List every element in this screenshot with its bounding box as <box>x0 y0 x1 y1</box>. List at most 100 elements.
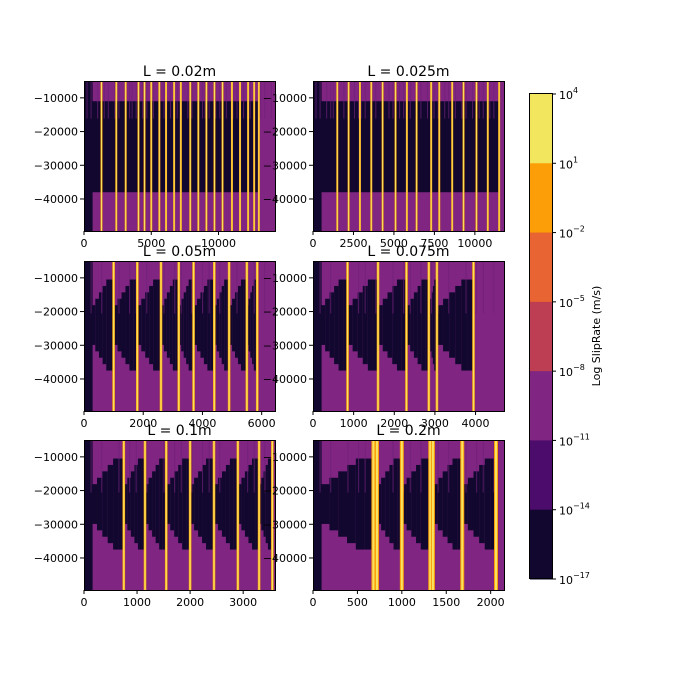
texture-streak <box>426 81 428 119</box>
event-core <box>400 440 403 590</box>
event-core <box>189 440 191 590</box>
locked-step <box>334 285 339 365</box>
locked-step <box>253 279 256 371</box>
locked-block <box>416 101 432 193</box>
event-core <box>370 81 372 231</box>
locked-block <box>359 101 372 193</box>
subplot: L = 0.1m −10000 −20000 −30000 −40000 0 1000 200… <box>34 423 276 609</box>
locked-segment <box>137 279 161 371</box>
texture-streak <box>264 81 266 119</box>
locked-step <box>202 464 207 544</box>
locked-step <box>169 285 173 365</box>
event-core <box>416 81 418 231</box>
locked-block <box>240 101 249 193</box>
event-core <box>213 261 215 411</box>
event-core <box>178 261 180 411</box>
locked-block <box>431 101 440 193</box>
locked-step <box>397 458 402 550</box>
texture-streak <box>360 81 362 119</box>
texture-streak <box>107 81 109 119</box>
locked-segment <box>214 101 223 193</box>
locked-segment <box>406 101 417 193</box>
locked-block <box>231 101 241 193</box>
axes-frame <box>313 261 505 412</box>
locked-step <box>362 285 368 365</box>
locked-step <box>248 298 251 352</box>
locked-step <box>401 484 407 524</box>
locked-step <box>347 464 356 544</box>
x-tick-label: 2000 <box>176 596 204 609</box>
texture-streak <box>225 81 227 119</box>
locked-step <box>145 292 150 358</box>
locked-step <box>127 477 131 531</box>
colorbar-tick-label: 10−5 <box>559 294 585 310</box>
texture-streak <box>375 81 377 119</box>
x-tick-label: 5000 <box>380 237 408 250</box>
event-core <box>336 81 338 231</box>
x-tick-label: 1000 <box>340 417 368 430</box>
colorbar-bands <box>530 94 552 580</box>
locked-segment <box>359 101 372 193</box>
initial-locked-region <box>84 81 93 231</box>
locked-step <box>210 458 214 550</box>
locked-block <box>116 101 126 193</box>
locked-step <box>232 298 236 352</box>
locked-step <box>452 458 458 550</box>
texture-streak <box>465 261 467 314</box>
locked-step <box>434 279 436 371</box>
locked-step <box>367 279 373 371</box>
texture-streak <box>253 261 255 314</box>
locked-step <box>267 458 271 550</box>
texture-streak <box>247 440 249 493</box>
colorbar-band <box>530 232 552 303</box>
texture-streak <box>499 81 501 119</box>
locked-step <box>421 279 426 371</box>
texture-streak <box>90 81 92 119</box>
locked-step <box>372 279 379 371</box>
x-tick-label: 3000 <box>421 417 449 430</box>
texture-streak <box>202 440 204 493</box>
texture-streak <box>142 81 144 119</box>
locked-segment <box>320 279 348 371</box>
x-tick-label: 2000 <box>129 417 157 430</box>
locked-segment <box>376 458 402 550</box>
locked-step <box>118 458 124 550</box>
y-tick-label: −20000 <box>34 485 78 498</box>
locked-step <box>224 279 227 371</box>
locked-step <box>347 305 353 345</box>
x-tick-label: 7500 <box>420 237 448 250</box>
subplot-title: L = 0.02m <box>143 64 216 80</box>
event-core <box>158 81 160 231</box>
y-tick-label: −40000 <box>263 552 307 565</box>
event-core <box>253 81 255 231</box>
event-core <box>165 81 167 231</box>
locked-step <box>244 471 249 537</box>
texture-streak <box>420 261 422 314</box>
locked-step <box>216 298 220 352</box>
texture-streak <box>403 81 405 119</box>
locked-segment <box>432 458 463 550</box>
locked-step <box>392 285 397 365</box>
texture-streak <box>461 81 463 119</box>
y-tick-label: −40000 <box>34 373 78 386</box>
locked-step <box>432 285 435 365</box>
locked-step <box>237 285 241 365</box>
colorbar-band <box>530 509 552 580</box>
texture-streak <box>163 440 165 493</box>
locked-step <box>95 298 99 352</box>
event-core <box>258 81 260 231</box>
texture-streak <box>472 81 474 119</box>
event-core <box>237 440 239 590</box>
event-core <box>348 81 350 231</box>
event-core <box>372 440 375 590</box>
locked-step <box>162 458 167 550</box>
initial-locked-region <box>313 81 322 231</box>
locked-segment <box>222 101 232 193</box>
locked-step <box>413 292 418 358</box>
texture-streak <box>465 440 467 493</box>
axes-frame <box>84 81 276 232</box>
locked-segment <box>193 279 215 371</box>
event-core <box>125 81 127 231</box>
locked-segment <box>125 101 139 193</box>
colorbar: 104 101 10−2 10−5 10−8 10−11 10−14 10−17 Log Sl… <box>529 86 603 587</box>
